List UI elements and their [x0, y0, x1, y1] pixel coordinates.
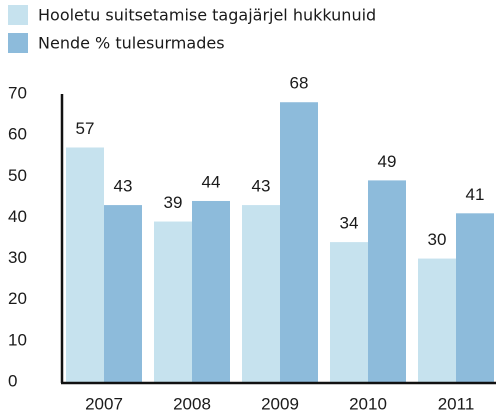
data-label: 34 — [340, 214, 359, 233]
legend-label: Nende % tulesurmades — [38, 34, 225, 53]
bar — [104, 205, 142, 382]
y-tick-label: 50 — [8, 166, 27, 185]
x-tick-label: 2008 — [173, 394, 211, 413]
bar — [66, 147, 104, 382]
data-label: 39 — [164, 193, 183, 212]
data-label: 44 — [202, 172, 221, 191]
bar — [456, 213, 494, 382]
bar — [368, 180, 406, 382]
y-tick-label: 10 — [8, 330, 27, 349]
x-tick-label: 2011 — [438, 394, 475, 413]
y-tick-label: 20 — [8, 289, 27, 308]
y-tick-label: 0 — [8, 371, 17, 390]
data-label: 43 — [114, 177, 133, 196]
y-tick-label: 70 — [8, 83, 27, 102]
data-label: 68 — [290, 74, 309, 93]
legend-swatch — [8, 5, 28, 25]
data-label: 41 — [466, 185, 485, 204]
y-tick-label: 40 — [8, 207, 27, 226]
bar — [280, 102, 318, 382]
x-tick-label: 2010 — [349, 394, 387, 413]
data-label: 57 — [76, 119, 95, 138]
bar — [418, 258, 456, 382]
data-label: 49 — [378, 152, 397, 171]
data-label: 43 — [252, 177, 271, 196]
bar — [242, 205, 280, 382]
bar — [154, 221, 192, 382]
data-label: 30 — [428, 230, 447, 249]
bar — [192, 200, 230, 382]
bar — [330, 242, 368, 382]
y-tick-label: 30 — [8, 248, 27, 267]
x-tick-label: 2007 — [85, 394, 123, 413]
legend-swatch — [8, 33, 28, 53]
x-tick-label: 2009 — [261, 394, 299, 413]
legend-label: Hooletu suitsetamise tagajärjel hukkunui… — [38, 6, 376, 25]
y-tick-label: 60 — [8, 125, 27, 144]
